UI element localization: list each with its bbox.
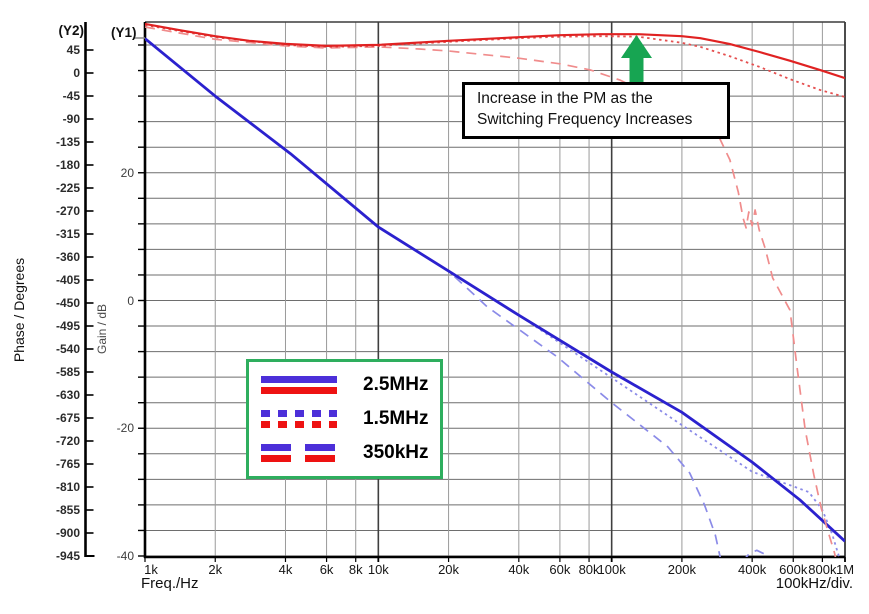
phase-tick-label: -135 xyxy=(55,135,80,149)
pm-increase-arrow-icon xyxy=(621,35,652,82)
legend-line-solid-blue xyxy=(261,376,337,383)
legend-swatch-solid xyxy=(261,376,337,394)
legend-swatch-dotted xyxy=(261,410,337,428)
phase-tick-label: -45 xyxy=(62,89,80,103)
x-tick-label: 1M xyxy=(835,562,855,577)
phase-tick-label: -315 xyxy=(55,227,80,241)
y2-axis-corner-label: (Y2) xyxy=(58,23,84,38)
gain-tick-label: -20 xyxy=(116,421,134,436)
x-tick-label: 8k xyxy=(348,562,363,577)
phase-tick-label: -405 xyxy=(55,273,80,287)
legend-swatch-dashed xyxy=(261,444,337,462)
x-axis-scale-note: 100kHz/div. xyxy=(775,575,853,592)
x-tick-label: 10k xyxy=(367,562,389,577)
x-tick-label: 100k xyxy=(597,562,626,577)
phase-tick-label: -90 xyxy=(62,112,80,126)
phase-tick-label: -675 xyxy=(55,411,80,425)
phase-tick-label: -630 xyxy=(55,388,80,402)
x-tick-label: 4k xyxy=(278,562,293,577)
curve-350khz-phase xyxy=(145,26,837,557)
legend-row-2p5mhz: 2.5MHz xyxy=(261,374,440,396)
x-tick-label: 6k xyxy=(319,562,334,577)
curve-350khz-gain xyxy=(145,37,768,557)
phase-tick-label: -720 xyxy=(55,434,80,448)
legend-line-dotted-red xyxy=(261,421,337,428)
phase-tick-label: 0 xyxy=(73,66,80,80)
legend-row-350khz: 350kHz xyxy=(261,442,440,464)
x-tick-label: 400k xyxy=(738,562,767,577)
phase-tick-label: -360 xyxy=(55,250,80,264)
legend-line-dashed-red xyxy=(261,455,337,462)
phase-tick-label: -945 xyxy=(55,549,80,563)
legend-row-1p5mhz: 1.5MHz xyxy=(261,408,440,430)
phase-tick-label: -180 xyxy=(55,158,80,172)
x-tick-label: 600k xyxy=(779,562,808,577)
x-axis-title: Freq./Hz xyxy=(141,575,199,592)
annotation-line-1: Increase in the PM as the xyxy=(477,90,653,107)
phase-tick-label: -900 xyxy=(55,526,80,540)
x-tick-label: 2k xyxy=(208,562,223,577)
annotation-callout: Increase in the PM as the Switching Freq… xyxy=(462,82,730,139)
y1-axis-corner-label: (Y1) xyxy=(111,25,137,40)
phase-tick-label: -810 xyxy=(55,480,80,494)
curve-2-5mhz-phase xyxy=(145,22,845,80)
phase-tick-label: -270 xyxy=(55,204,80,218)
curves-group xyxy=(145,22,845,557)
legend: 2.5MHz 1.5MHz 350kHz xyxy=(246,359,443,479)
phase-tick-label: -495 xyxy=(55,319,80,333)
phase-tick-label: -225 xyxy=(55,181,80,195)
phase-tick-label: -540 xyxy=(55,342,80,356)
x-tick-label: 800k xyxy=(808,562,837,577)
legend-label-350khz: 350kHz xyxy=(363,442,429,463)
phase-axis-title: Phase / Degrees xyxy=(11,257,27,363)
x-tick-label: 60k xyxy=(549,562,571,577)
phase-tick-label: -765 xyxy=(55,457,80,471)
legend-line-solid-red xyxy=(261,387,337,394)
phase-tick-label: -585 xyxy=(55,365,80,379)
phase-tick-label: 45 xyxy=(66,43,80,57)
x-tick-label: 1k xyxy=(144,562,158,577)
legend-line-dotted-blue xyxy=(261,410,337,417)
legend-label-1p5mhz: 1.5MHz xyxy=(363,408,429,429)
annotation-line-2: Switching Frequency Increases xyxy=(477,111,693,128)
x-tick-label: 40k xyxy=(508,562,530,577)
phase-tick-label: -450 xyxy=(55,296,80,310)
gain-tick-label: 20 xyxy=(120,165,134,180)
curve-2-5mhz-gain xyxy=(145,37,845,543)
legend-line-dashed-blue xyxy=(261,444,337,451)
legend-label-2p5mhz: 2.5MHz xyxy=(363,374,429,395)
gain-tick-label: 0 xyxy=(127,293,134,308)
x-tick-label: 20k xyxy=(438,562,460,577)
phase-tick-label: -855 xyxy=(55,503,80,517)
gain-tick-label: -40 xyxy=(116,549,134,563)
x-tick-label: 200k xyxy=(667,562,697,577)
x-tick-label: 80k xyxy=(578,562,600,577)
